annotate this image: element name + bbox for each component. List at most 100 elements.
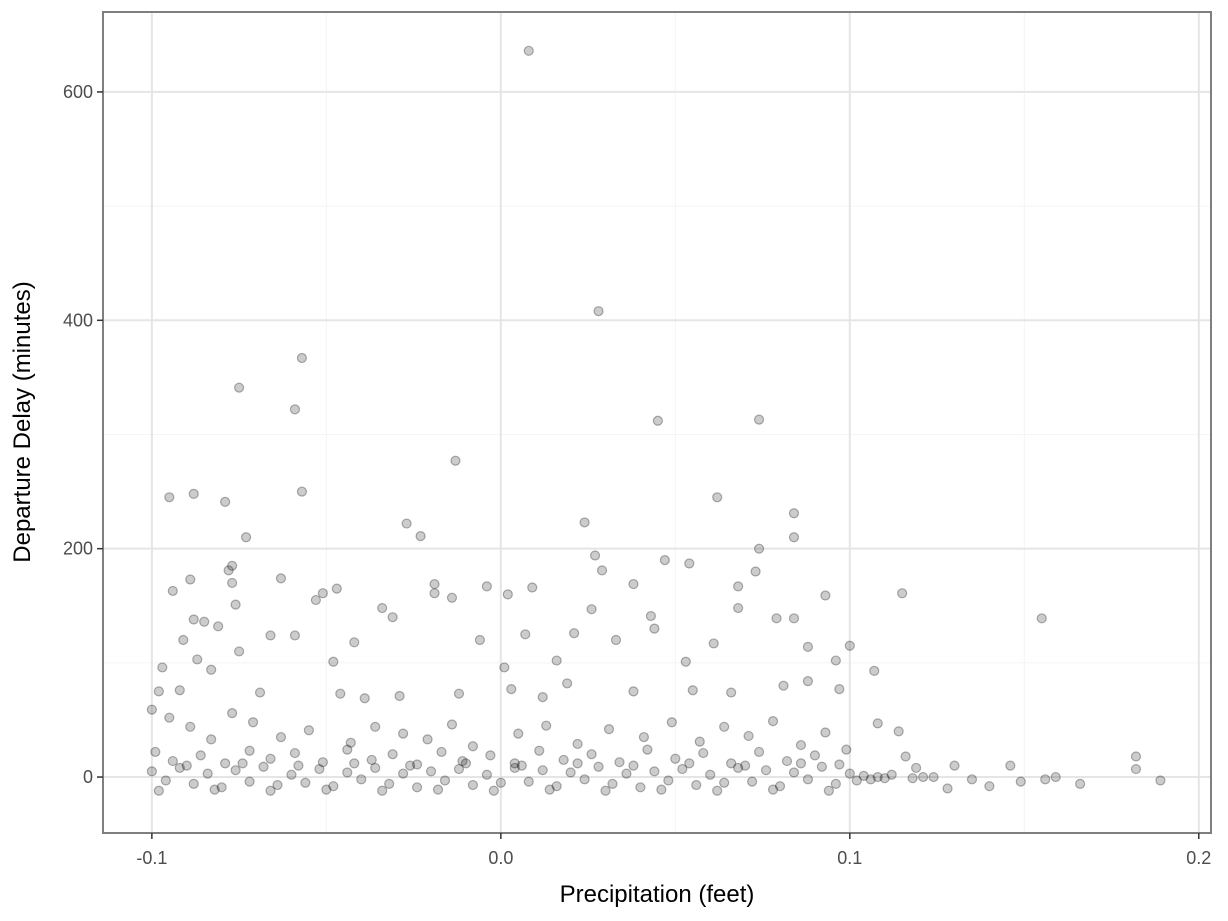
data-point [234, 382, 245, 393]
data-point [562, 678, 573, 689]
data-point [712, 785, 723, 796]
data-point [614, 757, 625, 768]
data-point [300, 777, 311, 788]
data-point [586, 749, 597, 760]
data-point [502, 589, 513, 600]
y-tick-label: 200 [63, 539, 93, 559]
data-point [174, 762, 185, 774]
data-point [488, 785, 499, 796]
data-point [733, 602, 744, 614]
data-point [551, 655, 562, 666]
data-point [795, 758, 807, 769]
data-point [398, 728, 409, 739]
data-point [457, 755, 468, 767]
x-tick-label: 0.1 [837, 848, 862, 868]
data-point [778, 680, 789, 691]
data-point [460, 758, 472, 769]
data-point [254, 687, 266, 698]
data-point [234, 646, 245, 657]
data-point [942, 783, 953, 794]
data-point [816, 761, 827, 772]
data-point [415, 531, 426, 542]
data-point [342, 767, 353, 778]
data-point [642, 744, 653, 755]
data-point [565, 767, 576, 778]
data-point [377, 602, 388, 614]
data-point [897, 588, 908, 599]
data-point [411, 782, 423, 793]
data-point [314, 763, 325, 775]
data-point [485, 750, 496, 761]
data-point [349, 758, 360, 769]
data-point [823, 785, 834, 796]
data-point [296, 352, 308, 364]
data-point [401, 518, 412, 529]
data-point [649, 623, 660, 634]
data-point [659, 554, 670, 566]
data-point [220, 496, 231, 507]
data-point [195, 750, 206, 761]
data-point [753, 746, 765, 758]
data-point [628, 578, 639, 590]
data-point [230, 765, 241, 776]
data-point [213, 621, 224, 632]
data-point [593, 761, 604, 772]
data-point [289, 404, 301, 415]
data-point [534, 745, 545, 756]
data-point [1130, 751, 1142, 762]
data-point [202, 768, 213, 779]
data-point [272, 779, 283, 791]
data-point [209, 784, 220, 795]
data-point [167, 585, 178, 597]
data-point [178, 634, 189, 646]
data-point [185, 721, 196, 732]
data-point [422, 734, 433, 745]
data-point [886, 769, 897, 780]
data-point [227, 560, 238, 571]
data-point [900, 751, 911, 762]
data-point [275, 731, 287, 743]
data-point [425, 766, 437, 777]
y-tick-label: 400 [63, 310, 93, 330]
data-point [247, 717, 259, 728]
data-point [708, 638, 719, 649]
data-point [296, 486, 308, 497]
data-point [227, 708, 238, 719]
data-point [227, 577, 238, 589]
data-point [753, 543, 765, 554]
data-point [621, 768, 632, 779]
data-point [185, 574, 196, 585]
data-point [670, 753, 681, 764]
data-point [596, 565, 608, 576]
data-point [289, 747, 301, 759]
data-point [164, 712, 175, 723]
data-point [830, 655, 841, 666]
data-point [317, 588, 328, 599]
data-point [917, 771, 929, 783]
data-point [858, 770, 869, 782]
data-point [820, 727, 831, 738]
data-point [146, 704, 157, 715]
data-point [645, 610, 656, 622]
data-point [513, 728, 524, 739]
data-point [446, 719, 458, 730]
data-point [600, 785, 611, 796]
data-point [398, 768, 409, 779]
data-point [474, 634, 485, 646]
data-point [335, 688, 346, 699]
panel-border [102, 11, 1212, 834]
y-axis: 0 200 400 600 [63, 82, 103, 787]
data-point [157, 662, 168, 673]
data-point [949, 760, 960, 771]
data-point [760, 765, 772, 776]
data-point [429, 578, 440, 590]
data-point [181, 760, 192, 771]
data-point [544, 784, 555, 795]
data-point [771, 613, 782, 624]
data-point [809, 750, 821, 761]
data-point [436, 746, 447, 758]
data-point [1075, 778, 1086, 789]
data-point [733, 581, 744, 592]
data-point [370, 762, 381, 774]
data-point [342, 744, 353, 755]
